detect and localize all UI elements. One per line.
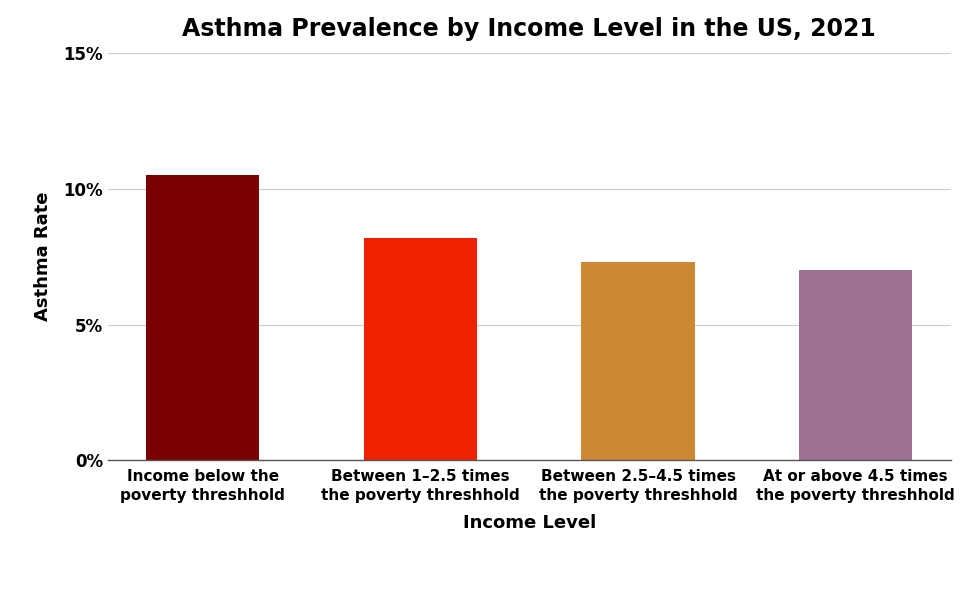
Y-axis label: Asthma Rate: Asthma Rate bbox=[34, 192, 52, 322]
Bar bbox=[364, 238, 477, 460]
X-axis label: Income Level: Income Level bbox=[463, 514, 596, 532]
Title: Asthma Prevalence by Income Level in the US, 2021: Asthma Prevalence by Income Level in the… bbox=[182, 18, 876, 41]
Bar bbox=[146, 175, 260, 460]
Bar bbox=[581, 262, 695, 460]
Bar bbox=[799, 270, 912, 460]
